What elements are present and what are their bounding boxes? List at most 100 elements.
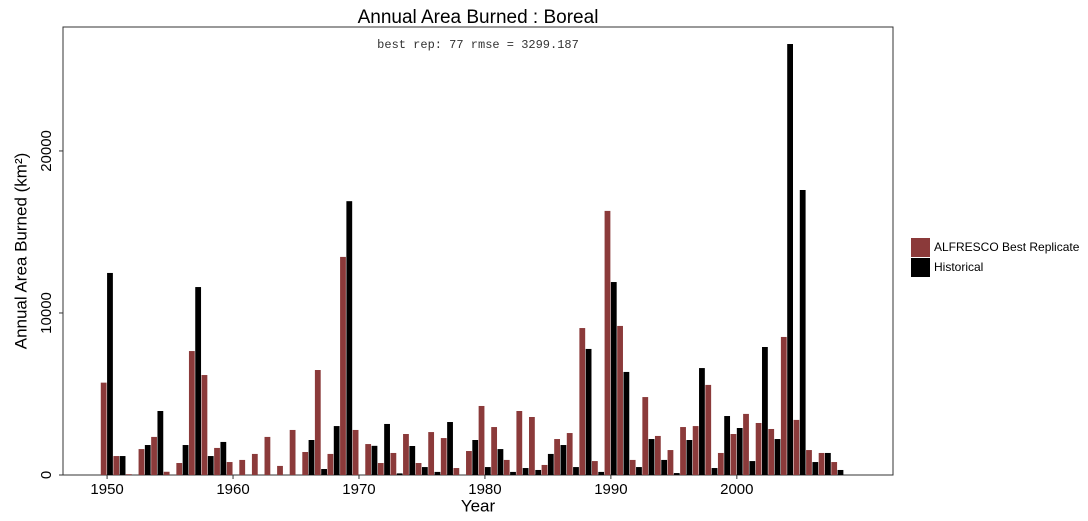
bar (113, 456, 120, 475)
bar (654, 435, 661, 475)
bar (768, 428, 775, 475)
bar (434, 471, 441, 475)
bar (440, 438, 447, 475)
y-tick-label: 10000 (38, 292, 55, 334)
bar (308, 440, 315, 475)
x-tick-label: 2000 (720, 481, 753, 498)
bar (251, 453, 258, 475)
bar (333, 426, 340, 475)
bar (220, 441, 227, 475)
y-tick-label: 0 (38, 471, 55, 479)
bar (642, 397, 649, 475)
bar (384, 423, 390, 475)
bar (340, 256, 346, 475)
bar (207, 456, 214, 475)
bar (730, 434, 737, 475)
bar (629, 459, 636, 475)
x-tick-label: 1980 (468, 481, 501, 498)
bar (151, 436, 157, 475)
chart-title: Annual Area Burned : Boreal (358, 7, 599, 28)
bar (182, 445, 189, 475)
bar (780, 336, 787, 475)
bar (623, 371, 630, 475)
y-tick-label: 20000 (38, 130, 55, 172)
bar (560, 445, 567, 475)
bar (125, 474, 132, 475)
bar (195, 287, 202, 475)
bar (610, 282, 617, 475)
bar (717, 452, 724, 475)
legend-label: Historical (934, 260, 983, 274)
bar (824, 452, 831, 475)
bar (403, 434, 409, 475)
bar (365, 444, 372, 475)
bar (787, 44, 794, 475)
bar (566, 433, 573, 475)
legend-swatch (911, 258, 930, 277)
bar (377, 463, 384, 475)
bar (573, 467, 579, 475)
bar (239, 459, 246, 475)
bar (188, 351, 195, 475)
bar (478, 405, 485, 475)
legend-label: ALFRESCO Best Replicate (934, 240, 1080, 254)
bar (793, 419, 800, 475)
bar (119, 456, 126, 475)
bar (604, 210, 611, 475)
bar (289, 429, 296, 475)
bar (421, 467, 428, 475)
bar (799, 189, 806, 475)
bar (522, 468, 529, 475)
bar (396, 473, 403, 475)
bar (648, 439, 655, 475)
bar (692, 426, 699, 475)
bar (774, 439, 781, 475)
bar (617, 325, 623, 475)
bar (277, 465, 283, 475)
x-axis-label: Year (461, 496, 496, 515)
x-tick-label: 1950 (90, 481, 123, 498)
bar (705, 384, 712, 475)
bar (415, 463, 422, 475)
bar (535, 469, 542, 475)
bar (314, 370, 321, 475)
bar (409, 445, 416, 475)
bar (302, 451, 309, 475)
bar (699, 368, 705, 475)
bar (428, 432, 435, 475)
bar (466, 451, 472, 475)
bar (352, 429, 359, 475)
bar (226, 462, 233, 475)
bar (201, 375, 208, 475)
x-tick-label: 1990 (594, 481, 627, 498)
bar (100, 382, 107, 475)
bar (497, 449, 504, 475)
bar (686, 440, 693, 475)
bar (743, 413, 749, 475)
bar (484, 467, 491, 475)
bar (157, 411, 164, 475)
bar (138, 449, 145, 475)
bar (371, 445, 378, 475)
bar (818, 452, 825, 475)
bar (503, 459, 510, 475)
bar (472, 440, 479, 475)
bar (264, 436, 271, 475)
x-tick-label: 1960 (216, 481, 249, 498)
bar (346, 201, 353, 475)
annotation: best rep: 77 rmse = 3299.187 (377, 38, 579, 52)
bar (806, 450, 812, 475)
plot-frame (62, 26, 894, 476)
bar (579, 328, 586, 475)
bar (711, 468, 718, 475)
bar (667, 450, 674, 475)
bar (661, 459, 668, 475)
bar (214, 447, 220, 475)
bar (762, 347, 768, 475)
x-tick-label: 1970 (342, 481, 375, 498)
legend-swatch (911, 238, 930, 257)
bar (736, 428, 743, 475)
bar (636, 467, 642, 475)
bar (447, 422, 453, 475)
bar (327, 453, 334, 475)
